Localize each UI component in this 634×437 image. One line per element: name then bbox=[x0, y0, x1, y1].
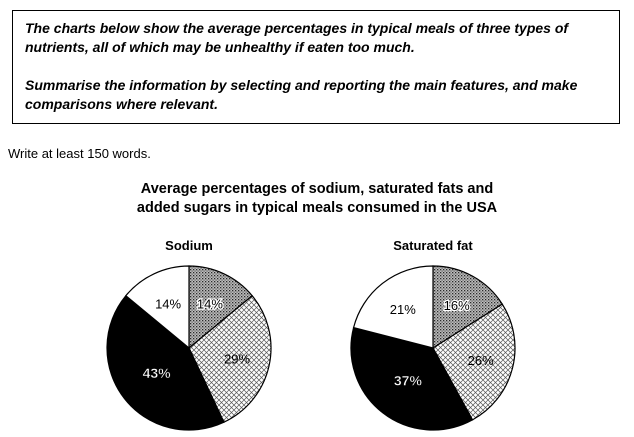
pie-slice-label: 29% bbox=[224, 352, 250, 367]
pie-slice-crosshatch bbox=[432, 303, 516, 421]
pie-slice-label: 14% bbox=[155, 297, 181, 312]
pie-slice-label: 21% bbox=[390, 302, 416, 317]
pie-slice-label: 37% bbox=[394, 372, 423, 388]
pie-slice-label: 16% bbox=[444, 298, 470, 313]
pie-slice-label: 43% bbox=[143, 365, 172, 381]
chart-title-line-2: added sugars in typical meals consumed i… bbox=[136, 200, 498, 216]
chart-title-line-1: Average percentages of sodium, saturated… bbox=[140, 181, 494, 197]
pie-slice-black bbox=[106, 294, 225, 431]
sodium-pie-chart: Sodium 14% 29% 43% 14% bbox=[94, 238, 284, 436]
chart-title: Average percentages of sodium, saturated… bbox=[0, 180, 634, 218]
pie-slice-label: 14% bbox=[197, 297, 223, 312]
pie-slice-dots bbox=[188, 265, 254, 350]
sodium-pie-svg: 14% 29% 43% 14% bbox=[106, 265, 272, 431]
pie-slice-white bbox=[352, 265, 434, 349]
task-description: The charts below show the average percen… bbox=[25, 20, 569, 55]
task-instruction: Summarise the information by selecting a… bbox=[25, 77, 578, 112]
pie-title-saturated-fat: Saturated fat bbox=[393, 238, 473, 253]
pie-slice-white bbox=[124, 265, 190, 350]
saturated-fat-pie-chart: Saturated fat 16% 26% 37% 21% bbox=[338, 238, 528, 436]
saturated-fat-pie-svg: 16% 26% 37% 21% bbox=[350, 265, 516, 431]
pie-slice-dots bbox=[432, 265, 504, 350]
pie-slice-black bbox=[350, 326, 474, 431]
task-prompt-box: The charts below show the average percen… bbox=[12, 10, 620, 124]
pie-title-sodium: Sodium bbox=[165, 238, 213, 253]
word-count-instruction: Write at least 150 words. bbox=[8, 146, 151, 161]
pie-slice-label: 26% bbox=[468, 353, 494, 368]
